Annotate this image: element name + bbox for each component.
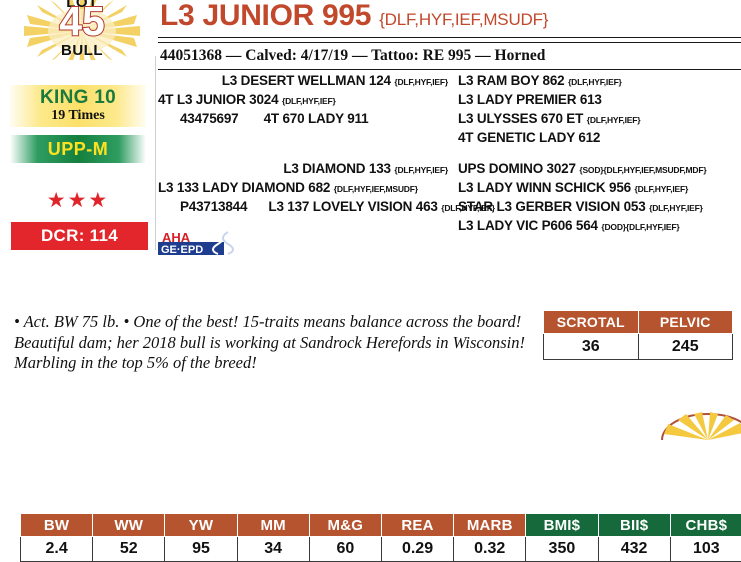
epd-header-bmi: BMI$ bbox=[526, 514, 598, 537]
dcr-banner: DCR: 114 bbox=[11, 222, 148, 250]
pedigree-name: L3 DIAMOND 133 bbox=[283, 161, 390, 176]
epd-value-m-g: 60 bbox=[309, 537, 381, 562]
pedigree-traits: {DLF,HYF,IEF} bbox=[394, 77, 448, 87]
pedigree-traits: {DLF,HYF,IEF} bbox=[282, 96, 336, 106]
pedigree-sire-grandsire: L3 DESERT WELLMAN 124 {DLF,HYF,IEF} bbox=[158, 72, 454, 91]
pedigree-sire-column: L3 DESERT WELLMAN 124 {DLF,HYF,IEF} 4T L… bbox=[158, 72, 454, 127]
pedigree-name: L3 ULYSSES 670 ET bbox=[458, 111, 583, 126]
pedigree-dam-registration-row: P43713844 L3 137 LOVELY VISION 463 {DLF,… bbox=[158, 198, 454, 217]
epd-value-chb: 103 bbox=[670, 537, 741, 562]
epd-value-yw: 95 bbox=[165, 537, 237, 562]
epd-value-marb: 0.32 bbox=[454, 537, 526, 562]
lot-number-value: 45 bbox=[22, 1, 142, 42]
pedigree-dam-grandsire: L3 DIAMOND 133 {DLF,HYF,IEF} bbox=[158, 160, 454, 179]
pedigree-sire-granddam: 4T 670 LADY 911 bbox=[264, 111, 369, 126]
pedigree-traits: {DLF,HYF,IEF} bbox=[635, 184, 689, 194]
pedigree-traits: {DLF,HYF,IEF,MSUDF} bbox=[334, 184, 418, 194]
badge-column: LOT 45 BULL KING 10 19 Times UPP-M ★★★ D… bbox=[0, 0, 156, 310]
pedigree-dam-granddam: L3 137 LOVELY VISION 463 bbox=[268, 199, 437, 214]
epd-header-yw: YW bbox=[165, 514, 237, 537]
epd-header-ww: WW bbox=[93, 514, 165, 537]
upp-badge: UPP-M bbox=[10, 135, 146, 163]
epd-value-mm: 34 bbox=[237, 537, 309, 562]
measurement-header-scrotal: SCROTAL bbox=[544, 311, 639, 334]
pedigree-name: L3 LADY VIC P606 564 bbox=[458, 218, 598, 233]
pedigree-traits: {SOD}{DLF,HYF,IEF,MSUDF,MDF} bbox=[579, 165, 706, 175]
epd-header-chb: CHB$ bbox=[670, 514, 741, 537]
pedigree-great-5: UPS DOMINO 3027 {SOD}{DLF,HYF,IEF,MSUDF,… bbox=[458, 160, 741, 179]
lot-catalog-page: LOT 45 BULL KING 10 19 Times UPP-M ★★★ D… bbox=[0, 0, 741, 420]
measurement-value-pelvic: 245 bbox=[638, 334, 733, 360]
pedigree-dam-great-column: UPS DOMINO 3027 {SOD}{DLF,HYF,IEF,MSUDF,… bbox=[458, 160, 741, 236]
pedigree-name: L3 RAM BOY 862 bbox=[458, 73, 565, 88]
epd-header-rea: REA bbox=[381, 514, 453, 537]
pedigree-traits: {DOD}{DLF,HYF,IEF} bbox=[601, 222, 679, 232]
lot-sex-label: BULL bbox=[22, 42, 142, 59]
pedigree-great-4: 4T GENETIC LADY 612 bbox=[458, 129, 741, 148]
epd-header-mm: MM bbox=[237, 514, 309, 537]
epd-header-bw: BW bbox=[21, 514, 93, 537]
pedigree-name: L3 LADY WINN SCHICK 956 bbox=[458, 180, 631, 195]
pedigree-traits: {DLF,HYF,IEF} bbox=[394, 165, 448, 175]
measurement-header-pelvic: PELVIC bbox=[638, 311, 733, 334]
pedigree-dam-registration: P43713844 bbox=[180, 199, 247, 214]
pedigree-traits: {DLF,HYF,IEF} bbox=[649, 203, 703, 213]
pedigree-name: 4T L3 JUNIOR 3024 bbox=[158, 92, 278, 107]
king-badge-subtitle: 19 Times bbox=[51, 108, 105, 124]
pedigree-great-8: L3 LADY VIC P606 564 {DOD}{DLF,HYF,IEF} bbox=[458, 217, 741, 236]
animal-header: L3 JUNIOR 995 {DLF,HYF,IEF,MSUDF} 440513… bbox=[158, 0, 741, 70]
pedigree-traits: {DLF,HYF,IEF} bbox=[568, 77, 622, 87]
column-divider bbox=[155, 56, 156, 250]
pedigree-name: 4T GENETIC LADY 612 bbox=[458, 130, 600, 145]
epd-header-marb: MARB bbox=[454, 514, 526, 537]
pedigree-name: L3 DESERT WELLMAN 124 bbox=[222, 73, 391, 88]
pedigree-chart: L3 DESERT WELLMAN 124 {DLF,HYF,IEF} 4T L… bbox=[158, 72, 741, 250]
title-trait-codes: {DLF,HYF,IEF,MSUDF} bbox=[379, 10, 548, 30]
header-rule-single bbox=[158, 69, 741, 70]
pedigree-great-2: L3 LADY PREMIER 613 bbox=[458, 91, 741, 110]
measurement-value-scrotal: 36 bbox=[544, 334, 639, 360]
pedigree-sire-registration: 43475697 bbox=[180, 111, 238, 126]
pedigree-sire: 4T L3 JUNIOR 3024 {DLF,HYF,IEF} bbox=[158, 91, 454, 110]
epd-header-bii: BII$ bbox=[598, 514, 670, 537]
svg-text:GE·EPD: GE·EPD bbox=[161, 244, 203, 256]
page-title: L3 JUNIOR 995 bbox=[160, 0, 371, 32]
pedigree-sire-great-column: L3 RAM BOY 862 {DLF,HYF,IEF} L3 LADY PRE… bbox=[458, 72, 741, 148]
pedigree-great-1: L3 RAM BOY 862 {DLF,HYF,IEF} bbox=[458, 72, 741, 91]
pedigree-dam-column: L3 DIAMOND 133 {DLF,HYF,IEF} L3 133 LADY… bbox=[158, 160, 454, 217]
registration-line: 44051368 — Calved: 4/17/19 — Tattoo: RE … bbox=[158, 43, 741, 65]
pedigree-name: L3 LADY PREMIER 613 bbox=[458, 92, 602, 107]
lot-notes: • Act. BW 75 lb. • One of the best! 15-t… bbox=[14, 312, 530, 374]
aha-ge-epd-logo: AHA GE·EPD bbox=[158, 230, 234, 258]
pedigree-name: STAR L3 GERBER VISION 053 bbox=[458, 199, 646, 214]
next-lot-sunburst-icon bbox=[660, 392, 741, 440]
lot-number-badge: LOT 45 BULL bbox=[22, 0, 142, 70]
epd-value-bii: 432 bbox=[598, 537, 670, 562]
pedigree-great-7: STAR L3 GERBER VISION 053 {DLF,HYF,IEF} bbox=[458, 198, 741, 217]
pedigree-dam: L3 133 LADY DIAMOND 682 {DLF,HYF,IEF,MSU… bbox=[158, 179, 454, 198]
epd-value-bw: 2.4 bbox=[21, 537, 93, 562]
pedigree-great-6: L3 LADY WINN SCHICK 956 {DLF,HYF,IEF} bbox=[458, 179, 741, 198]
epd-header-m-g: M&G bbox=[309, 514, 381, 537]
epd-value-bmi: 350 bbox=[526, 537, 598, 562]
king-badge-title: KING 10 bbox=[40, 88, 116, 108]
epd-value-ww: 52 bbox=[93, 537, 165, 562]
title-row: L3 JUNIOR 995 {DLF,HYF,IEF,MSUDF} bbox=[158, 0, 741, 36]
pedigree-traits: {DLF,HYF,IEF} bbox=[587, 115, 641, 125]
pedigree-name: L3 133 LADY DIAMOND 682 bbox=[158, 180, 330, 195]
star-rating: ★★★ bbox=[0, 190, 156, 211]
epd-value-rea: 0.29 bbox=[381, 537, 453, 562]
king-badge: KING 10 19 Times bbox=[10, 85, 146, 127]
pedigree-great-3: L3 ULYSSES 670 ET {DLF,HYF,IEF} bbox=[458, 110, 741, 129]
upp-badge-label: UPP-M bbox=[48, 139, 109, 160]
pedigree-sire-registration-row: 43475697 4T 670 LADY 911 bbox=[158, 110, 454, 127]
pedigree-name: UPS DOMINO 3027 bbox=[458, 161, 576, 176]
